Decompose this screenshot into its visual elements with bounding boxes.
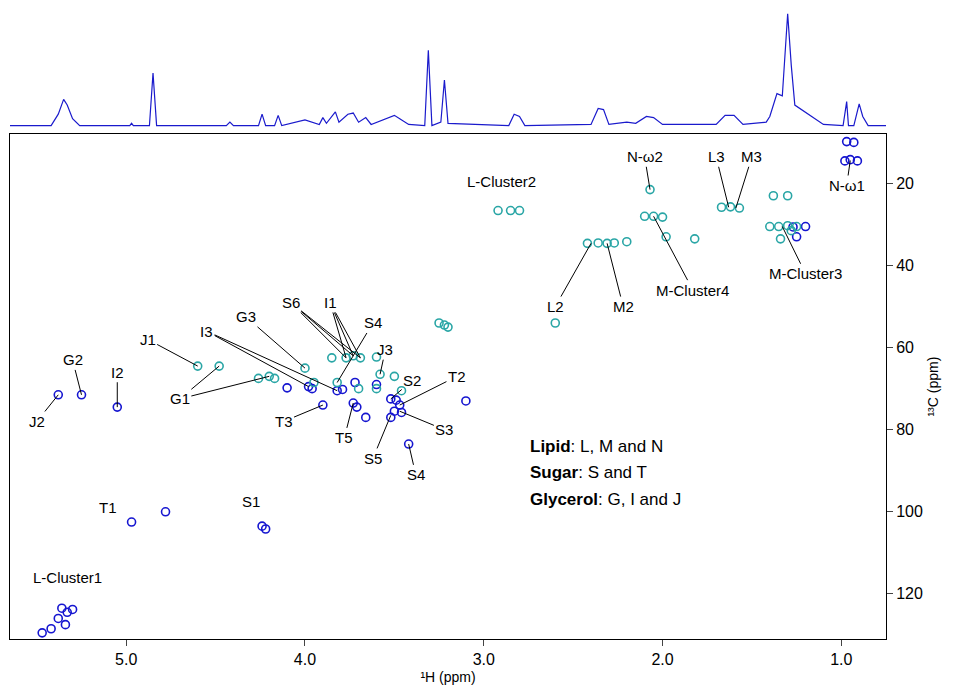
svg-text:N-ω1: N-ω1	[829, 177, 865, 194]
svg-text:N-ω2: N-ω2	[627, 148, 663, 165]
svg-text:40: 40	[896, 257, 914, 274]
svg-text:L3: L3	[708, 148, 725, 165]
svg-text:M3: M3	[741, 148, 762, 165]
svg-text:Glycerol: G, I and J: Glycerol: G, I and J	[530, 490, 681, 509]
svg-text:G3: G3	[236, 308, 256, 325]
svg-text:S5: S5	[364, 450, 382, 467]
svg-text:S5: S5	[364, 450, 382, 467]
svg-text:I3: I3	[200, 323, 213, 340]
svg-text:G2: G2	[63, 351, 83, 368]
svg-text:I1: I1	[324, 294, 337, 311]
svg-text:T2: T2	[448, 368, 466, 385]
svg-text:T2: T2	[448, 368, 466, 385]
svg-text:T3: T3	[275, 413, 293, 430]
svg-text:I1: I1	[324, 294, 337, 311]
svg-text:J1: J1	[140, 331, 156, 348]
svg-text:S2: S2	[403, 372, 421, 389]
svg-text:M2: M2	[613, 298, 634, 315]
svg-text:N-ω2: N-ω2	[627, 148, 663, 165]
svg-text:I1: I1	[324, 294, 337, 311]
svg-text:20: 20	[896, 175, 914, 192]
svg-text:M2: M2	[613, 298, 634, 315]
svg-text:J3: J3	[377, 341, 393, 358]
svg-text:J2: J2	[29, 413, 45, 430]
svg-text:M-Cluster4: M-Cluster4	[656, 282, 729, 299]
svg-text:T5: T5	[335, 429, 353, 446]
svg-text:100: 100	[896, 503, 923, 520]
svg-text:J3: J3	[377, 341, 393, 358]
svg-text:G1: G1	[170, 390, 190, 407]
svg-text:S1: S1	[242, 493, 260, 510]
svg-text:G1: G1	[170, 390, 190, 407]
svg-text:I3: I3	[200, 323, 213, 340]
svg-text:Sugar: S and T: Sugar: S and T	[530, 463, 647, 482]
svg-text:5.0: 5.0	[115, 651, 137, 668]
svg-text:L-Cluster2: L-Cluster2	[467, 173, 536, 190]
svg-text:S6: S6	[282, 294, 300, 311]
svg-text:S6: S6	[282, 294, 300, 311]
svg-text:L2: L2	[547, 298, 564, 315]
svg-text:L-Cluster1: L-Cluster1	[33, 569, 102, 586]
svg-text:¹³C (ppm): ¹³C (ppm)	[925, 357, 941, 417]
svg-text:80: 80	[896, 421, 914, 438]
svg-text:J1: J1	[140, 331, 156, 348]
svg-text:3.0: 3.0	[473, 651, 495, 668]
svg-text:1.0: 1.0	[830, 651, 852, 668]
svg-text:I2: I2	[111, 364, 124, 381]
svg-text:G1: G1	[170, 390, 190, 407]
svg-text:120: 120	[896, 585, 923, 602]
svg-text:¹H (ppm): ¹H (ppm)	[420, 669, 475, 685]
svg-text:S4: S4	[364, 314, 382, 331]
svg-text:J2: J2	[29, 413, 45, 430]
svg-text:L2: L2	[547, 298, 564, 315]
svg-text:T5: T5	[335, 429, 353, 446]
svg-text:G3: G3	[236, 308, 256, 325]
svg-text:I3: I3	[200, 323, 213, 340]
svg-text:M3: M3	[741, 148, 762, 165]
svg-text:S4: S4	[364, 314, 382, 331]
svg-text:S6: S6	[282, 294, 300, 311]
svg-text:T1: T1	[99, 499, 117, 516]
svg-text:S3: S3	[435, 421, 453, 438]
svg-text:M-Cluster4: M-Cluster4	[656, 282, 729, 299]
svg-text:M-Cluster3: M-Cluster3	[769, 265, 842, 282]
svg-text:S2: S2	[403, 372, 421, 389]
svg-text:M-Cluster3: M-Cluster3	[769, 265, 842, 282]
svg-text:Lipid: L, M and N: Lipid: L, M and N	[530, 437, 663, 456]
svg-text:G2: G2	[63, 351, 83, 368]
svg-text:N-ω1: N-ω1	[829, 177, 865, 194]
svg-text:S6: S6	[282, 294, 300, 311]
svg-text:T3: T3	[275, 413, 293, 430]
svg-text:I2: I2	[111, 364, 124, 381]
svg-text:S3: S3	[435, 421, 453, 438]
svg-text:2.0: 2.0	[651, 651, 673, 668]
svg-text:I1: I1	[324, 294, 337, 311]
svg-text:4.0: 4.0	[294, 651, 316, 668]
svg-text:S4: S4	[407, 466, 425, 483]
svg-text:S4: S4	[407, 466, 425, 483]
svg-text:L3: L3	[708, 148, 725, 165]
svg-text:60: 60	[896, 339, 914, 356]
